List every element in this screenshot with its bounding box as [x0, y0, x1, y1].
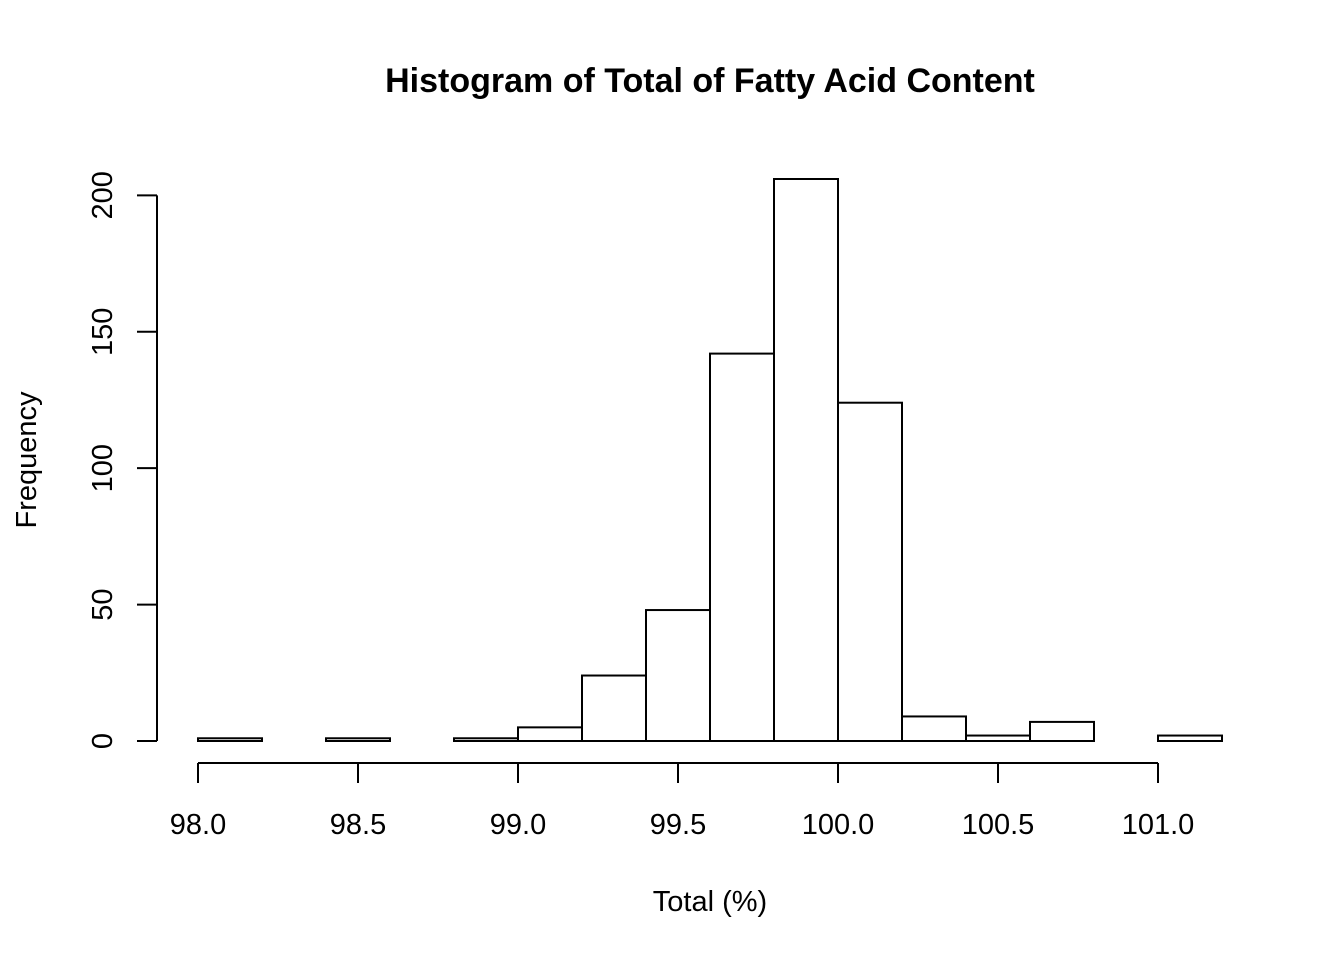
- y-tick-label-0: 0: [87, 733, 119, 749]
- histogram-bar-0: [197, 737, 263, 743]
- x-tick-label-5: 100.5: [962, 809, 1035, 841]
- y-axis: 0 50 100 150 200: [87, 171, 158, 749]
- x-tick-label-1: 98.5: [330, 809, 386, 841]
- y-tick-label-4: 200: [87, 171, 119, 219]
- chart-title: Histogram of Total of Fatty Acid Content: [385, 62, 1035, 100]
- y-tick-label-2: 100: [87, 444, 119, 492]
- x-tick-label-4: 100.0: [802, 809, 875, 841]
- histogram-bar-12: [965, 734, 1031, 743]
- histogram-bar-10: [837, 401, 903, 742]
- y-tick-label-3: 150: [87, 308, 119, 356]
- x-tick-label-6: 101.0: [1122, 809, 1195, 841]
- y-axis-label: Frequency: [11, 391, 43, 529]
- histogram-bar-15: [1157, 734, 1223, 743]
- histogram-bar-5: [517, 726, 583, 743]
- x-tick-label-3: 99.5: [650, 809, 706, 841]
- y-tick-label-1: 50: [87, 588, 119, 620]
- histogram-bar-2: [325, 737, 391, 743]
- histogram-bar-7: [645, 609, 711, 742]
- x-tick-label-0: 98.0: [170, 809, 226, 841]
- histogram-bar-8: [709, 352, 775, 742]
- histogram-bar-11: [901, 715, 967, 742]
- histogram-bar-9: [773, 178, 839, 742]
- histogram-bar-13: [1029, 720, 1095, 742]
- histogram-bar-6: [581, 674, 647, 743]
- x-axis: 98.0 98.5 99.0 99.5 100.0 100.5 101.0: [170, 762, 1195, 841]
- bars-group: [197, 178, 1223, 743]
- x-axis-label: Total (%): [653, 886, 767, 918]
- histogram-bar-4: [453, 737, 519, 743]
- x-tick-label-2: 99.0: [490, 809, 546, 841]
